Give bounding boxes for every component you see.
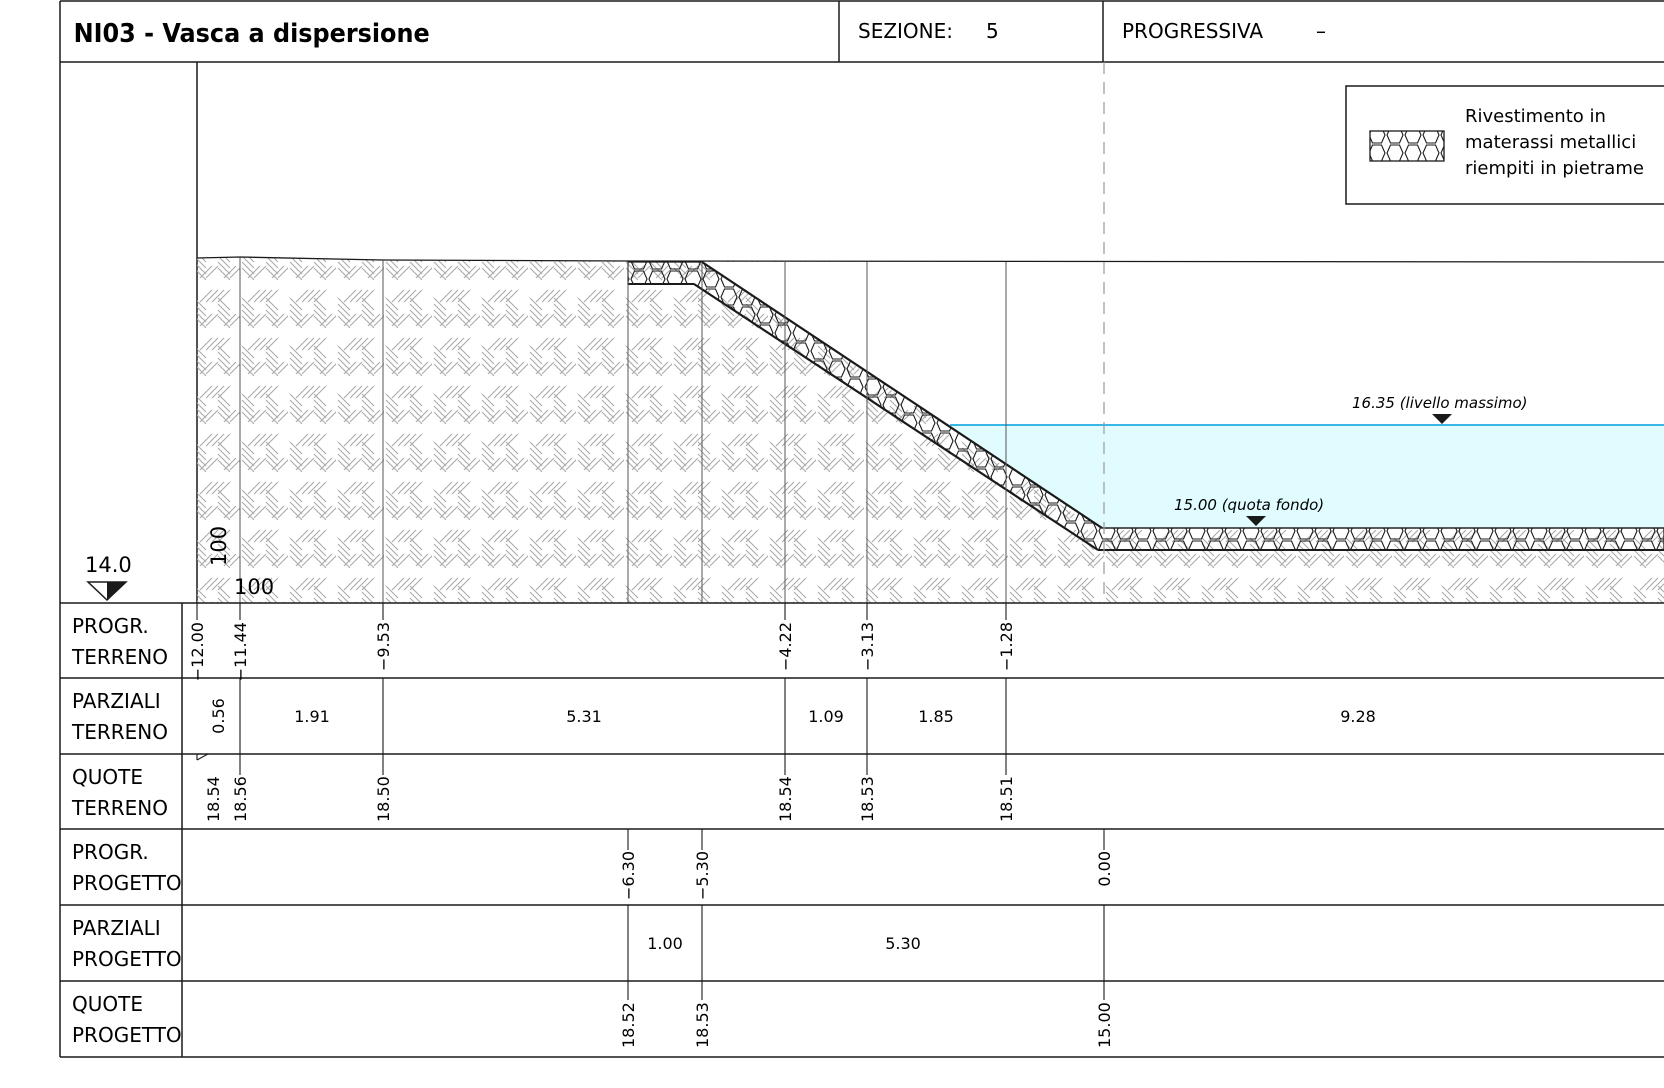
quote-progetto-value: 18.53 <box>693 1002 712 1048</box>
reference-level-label: 14.0 <box>85 553 132 577</box>
row-labels: PROGR. TERRENO PARZIALI TERRENO QUOTE TE… <box>71 614 182 1047</box>
row-label: QUOTE <box>72 992 143 1016</box>
horizontal-scale-label: 100 <box>234 575 274 599</box>
quote-terreno-value: 18.56 <box>231 776 250 822</box>
parziali-terreno-value: 0.56 <box>209 698 228 734</box>
fondo-level-label: 15.00 (quota fondo) <box>1174 496 1324 514</box>
quote-terreno-value: 18.54 <box>204 776 223 822</box>
sezione-value: 5 <box>986 19 999 43</box>
legend-swatch <box>1369 130 1445 162</box>
parziali-progetto-value: 1.00 <box>647 934 683 953</box>
max-level-marker <box>1432 414 1452 424</box>
row-label: PROGETTO <box>72 871 182 895</box>
progr-terreno-value: −9.53 <box>374 622 393 671</box>
row-label: TERRENO <box>71 796 168 820</box>
water-fill <box>950 425 1664 528</box>
legend-line-2: materassi metallici <box>1465 132 1636 153</box>
vertical-scale-label: 100 <box>207 526 231 566</box>
fondo-level-marker <box>1246 516 1266 526</box>
progr-progetto-value: −6.30 <box>619 851 638 900</box>
row-label: PARZIALI <box>72 916 161 940</box>
progressiva-value: – <box>1316 19 1326 43</box>
sezione-label: SEZIONE: <box>858 19 953 43</box>
parziali-terreno-value: 1.91 <box>294 707 330 726</box>
parziali-terreno-value: 1.09 <box>808 707 844 726</box>
excavation-clear <box>628 262 1664 530</box>
row-label: PARZIALI <box>72 689 161 713</box>
progr-progetto-value: −5.30 <box>693 851 712 900</box>
progr-terreno-value: −12.00 <box>188 622 207 681</box>
station-lines <box>239 257 1007 603</box>
quote-terreno-value: 18.54 <box>776 776 795 822</box>
legend-line-3: riempiti in pietrame <box>1465 158 1644 179</box>
gabion-lining <box>628 262 1664 550</box>
table-grid <box>60 602 1664 1057</box>
parziali-progetto-value: 5.30 <box>885 934 921 953</box>
progr-terreno-value: −1.28 <box>997 622 1016 671</box>
parziali-terreno-value: 5.31 <box>566 707 602 726</box>
quote-progetto-value: 18.52 <box>619 1002 638 1048</box>
quote-terreno-value: 18.53 <box>858 776 877 822</box>
quote-progetto-value: 15.00 <box>1095 1002 1114 1048</box>
row-label: QUOTE <box>72 765 143 789</box>
progressiva-label: PROGRESSIVA <box>1122 19 1263 43</box>
progr-progetto-value: 0.00 <box>1095 851 1114 887</box>
row-label: PROGETTO <box>72 1023 182 1047</box>
progr-terreno-value: −3.13 <box>858 622 877 671</box>
legend-line-1: Rivestimento in <box>1465 106 1606 127</box>
page-title: NI03 - Vasca a dispersione <box>74 18 430 48</box>
progr-terreno-value: −4.22 <box>776 622 795 671</box>
parziali-terreno-value: 1.85 <box>918 707 954 726</box>
table-ticks <box>196 603 1105 1000</box>
progr-terreno-value: −11.44 <box>231 622 250 681</box>
max-level-label: 16.35 (livello massimo) <box>1352 394 1528 412</box>
parziali-terreno-value: 9.28 <box>1340 707 1376 726</box>
row-label: PROGR. <box>72 614 149 638</box>
quote-terreno-value: 18.51 <box>997 776 1016 822</box>
row-label: TERRENO <box>71 645 168 669</box>
row-label: TERRENO <box>71 720 168 744</box>
row-label: PROGR. <box>72 840 149 864</box>
row-label: PROGETTO <box>72 947 182 971</box>
quote-terreno-value: 18.50 <box>374 776 393 822</box>
